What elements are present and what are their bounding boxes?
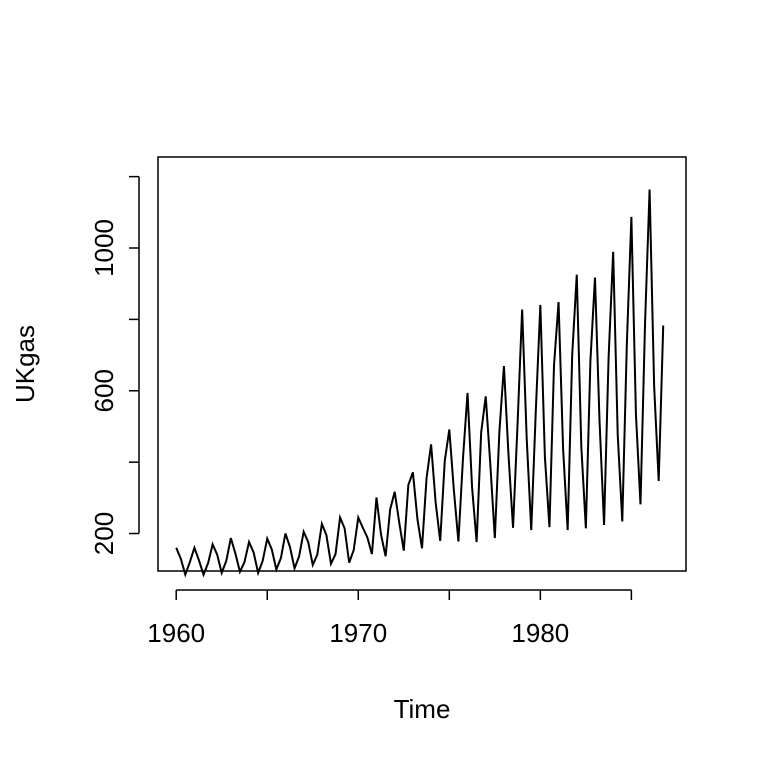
x-axis-title: Time [394,694,451,724]
x-tick-label: 1980 [511,618,569,648]
y-tick-label: 1000 [89,219,119,277]
y-axis: 200 600 1000 [89,175,140,555]
x-axis: 1960 1970 1980 [147,589,633,648]
y-tick-label: 600 [89,369,119,412]
x-tick-label: 1960 [147,618,205,648]
plot-frame [157,156,687,572]
x-tick-label: 1970 [329,618,387,648]
y-tick-label: 200 [89,512,119,555]
y-axis-title: UKgas [10,325,40,403]
series-line-ukgas [175,189,665,578]
